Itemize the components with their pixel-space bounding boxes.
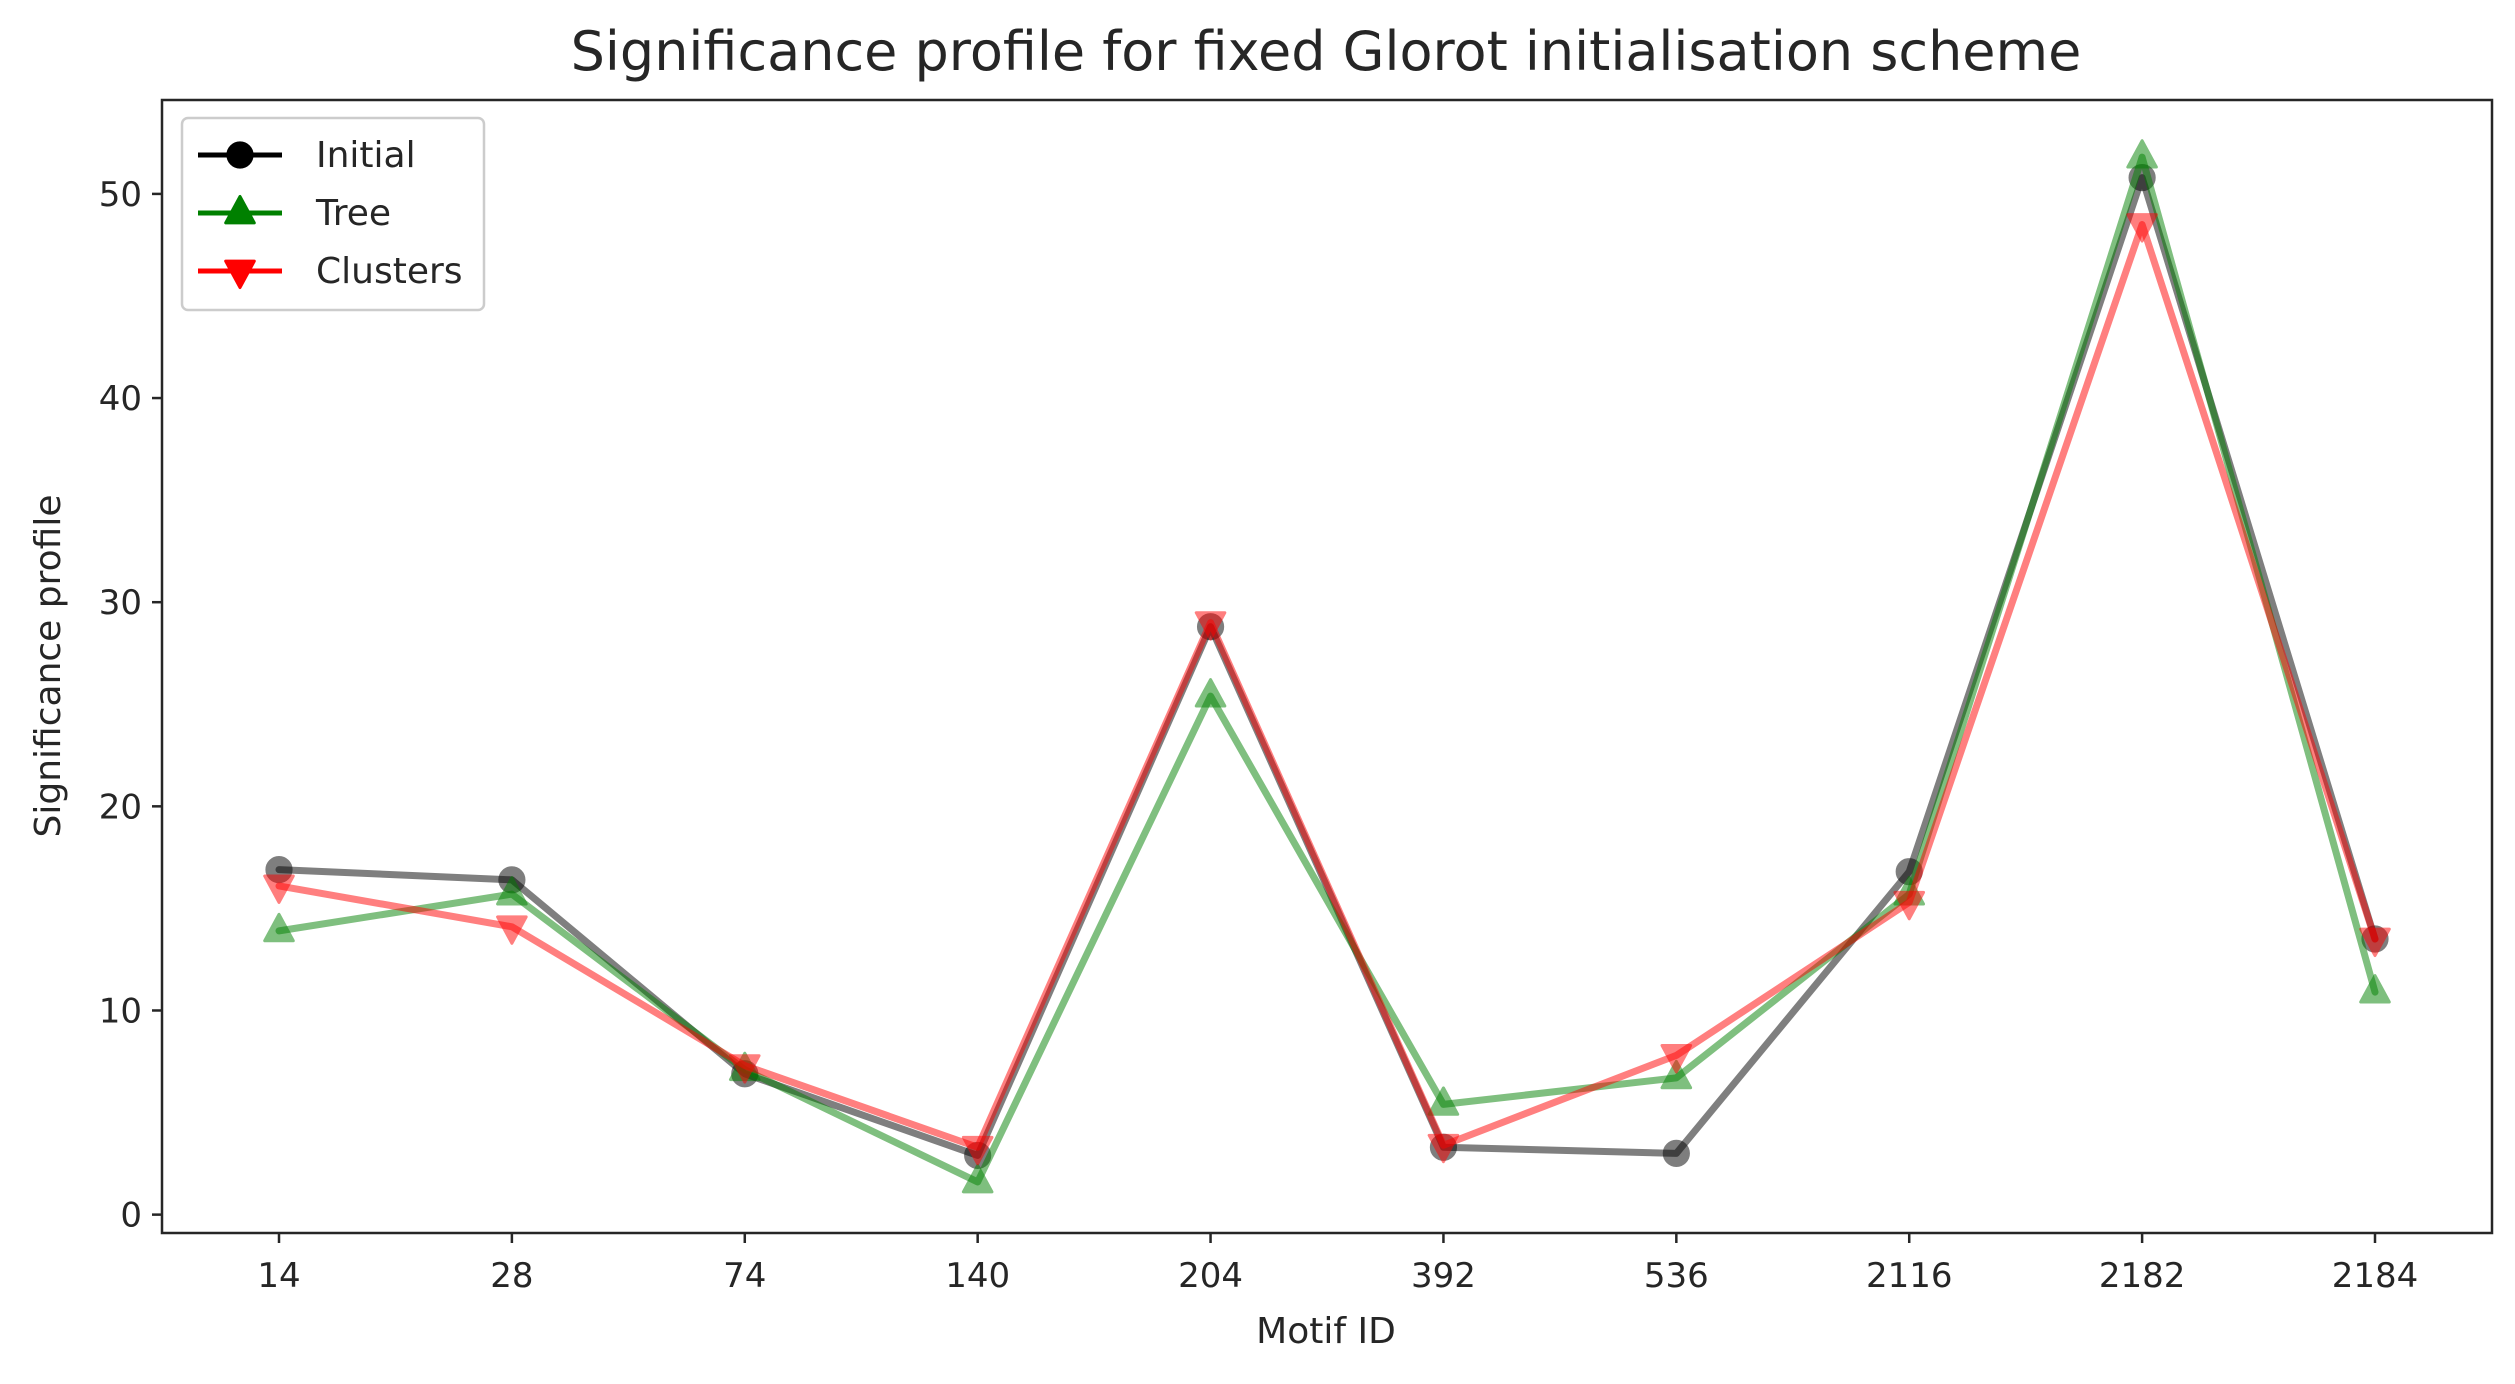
x-tick-label: 2116 xyxy=(1866,1256,1953,1296)
x-tick-label: 2184 xyxy=(2332,1256,2419,1296)
chart-title: Significance profile for fixed Glorot in… xyxy=(571,20,2082,83)
y-tick-label: 10 xyxy=(99,991,142,1031)
x-tick-label: 74 xyxy=(723,1256,766,1296)
legend-marker xyxy=(228,143,252,167)
y-tick-label: 40 xyxy=(99,379,142,419)
x-tick-label: 204 xyxy=(1178,1256,1243,1296)
x-axis-label: Motif ID xyxy=(1256,1311,1396,1352)
legend-label: Initial xyxy=(316,135,416,176)
data-point xyxy=(1664,1141,1688,1165)
x-tick-label: 2182 xyxy=(2099,1256,2186,1296)
x-tick-label: 14 xyxy=(257,1256,300,1296)
y-tick-label: 0 xyxy=(120,1196,142,1236)
legend-label: Clusters xyxy=(316,251,463,292)
x-tick-label: 536 xyxy=(1644,1256,1709,1296)
y-axis-label: Significance profile xyxy=(28,495,69,838)
x-tick-label: 28 xyxy=(490,1256,533,1296)
x-tick-label: 392 xyxy=(1411,1256,1476,1296)
y-tick-label: 20 xyxy=(99,787,142,827)
x-tick-label: 140 xyxy=(945,1256,1010,1296)
y-tick-label: 50 xyxy=(99,175,142,215)
legend: Initial Tree Clusters xyxy=(182,118,484,310)
y-tick-label: 30 xyxy=(99,583,142,623)
legend-label: Tree xyxy=(315,193,391,234)
